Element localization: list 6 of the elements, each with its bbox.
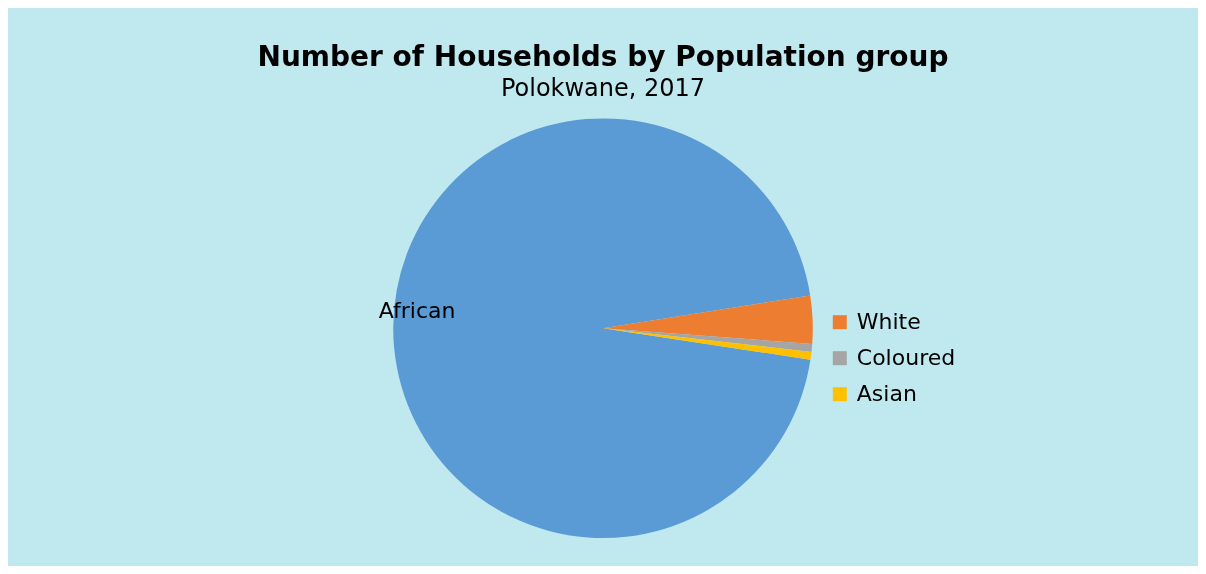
chart-title: Number of Households by Population group — [257, 40, 949, 74]
legend-label: White — [856, 308, 921, 334]
chart-subtitle: Polokwane, 2017 — [500, 74, 706, 103]
legend-label: Coloured — [856, 344, 956, 370]
legend-label: Asian — [856, 380, 917, 406]
slice-label: African — [378, 297, 456, 323]
